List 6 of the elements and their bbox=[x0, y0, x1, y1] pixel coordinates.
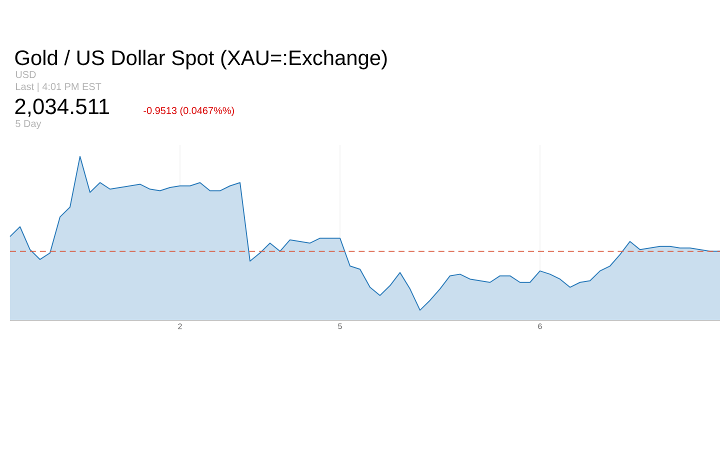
text: 2,034.511 bbox=[15, 98, 110, 117]
text: -0.9513 (0.0467%%) bbox=[144, 106, 234, 116]
text: Last | 4:01 PM EST bbox=[16, 82, 102, 92]
chart-title: Gold / US Dollar Spot (XAU=:Exchange) bbox=[15, 50, 387, 70]
text: 5 Day bbox=[16, 120, 42, 130]
text: USD bbox=[16, 71, 36, 78]
